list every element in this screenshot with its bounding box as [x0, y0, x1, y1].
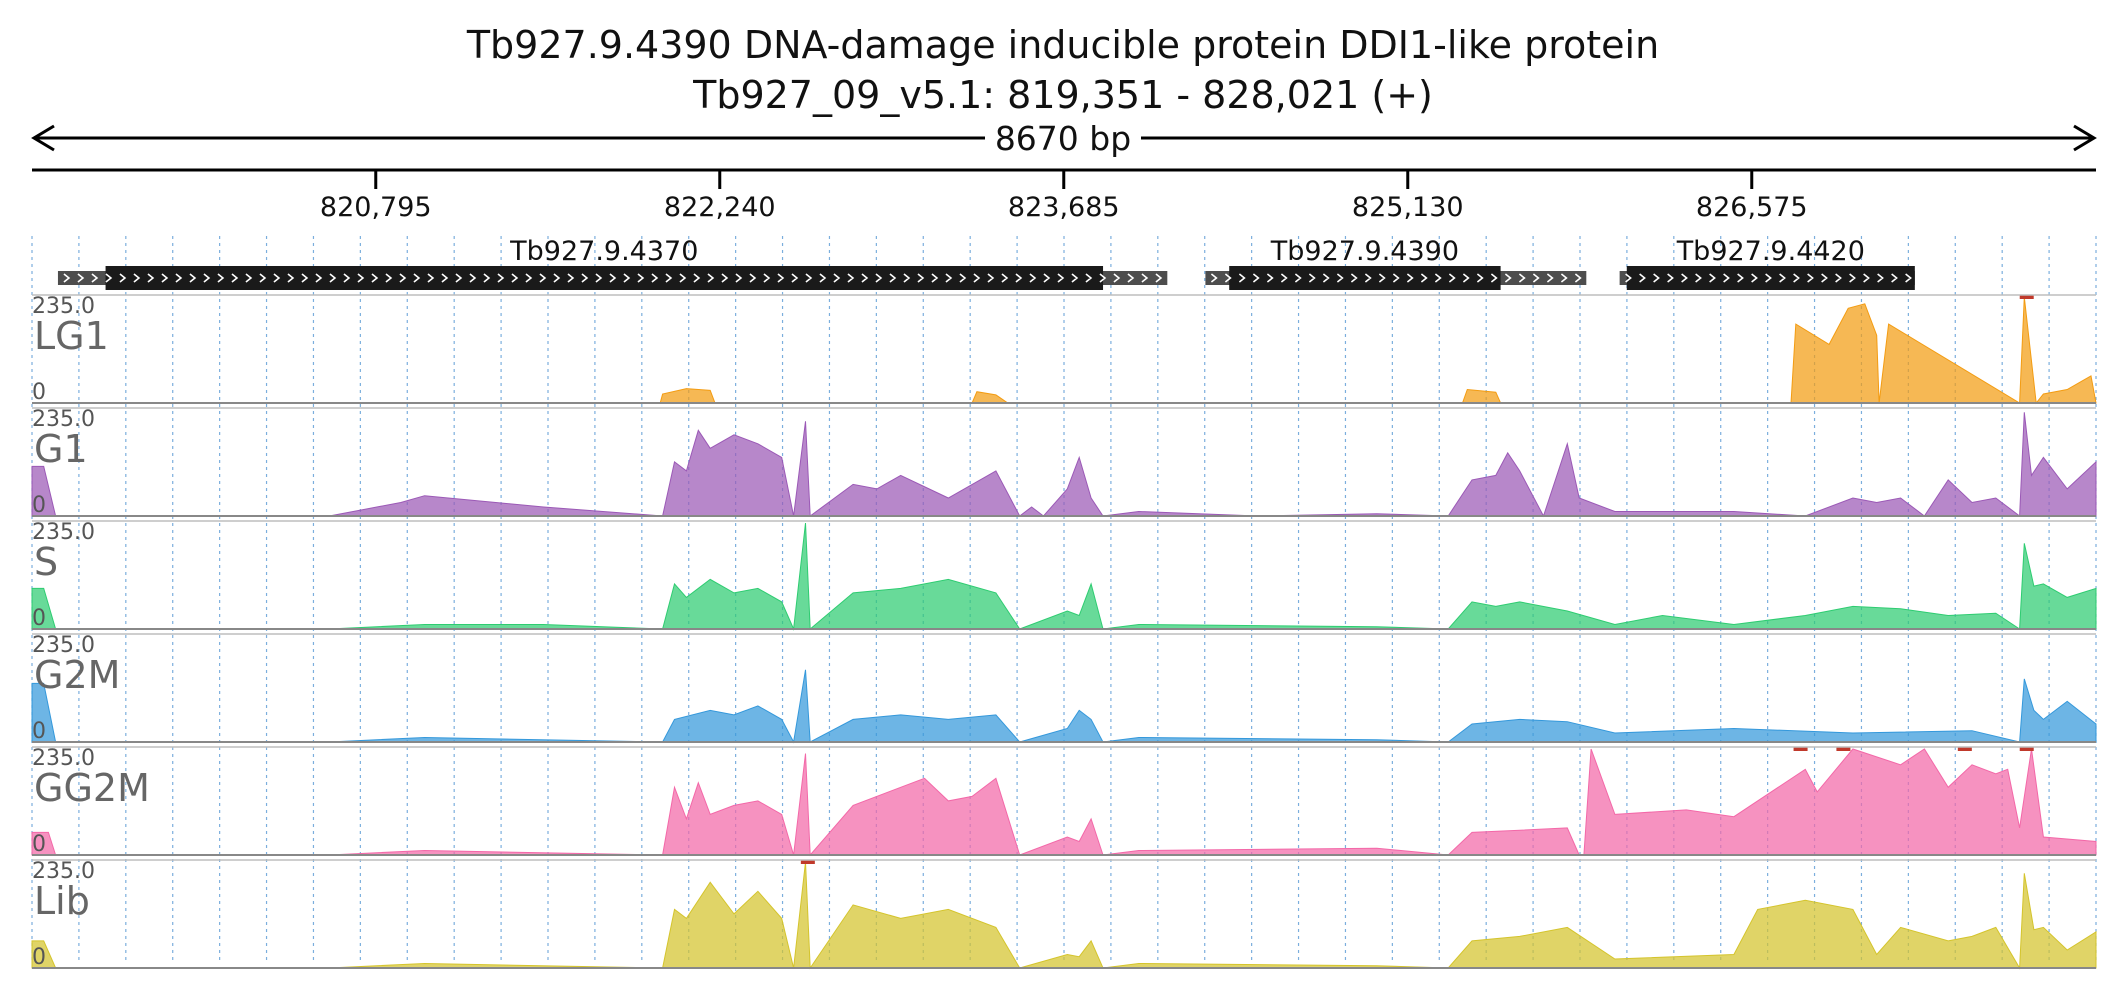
- coverage-area: [31, 748, 2097, 857]
- ruler-tick-label: 820,795: [320, 192, 432, 223]
- track-g1: 235.0G1 0: [31, 407, 2097, 518]
- span-arrow-right: [2073, 124, 2097, 152]
- clip-marker: [2019, 747, 2034, 751]
- track-name-label: G1: [34, 427, 88, 471]
- y-min-label: 0: [32, 719, 46, 744]
- track-name-label: GG2M: [34, 766, 150, 810]
- ruler-tick-label: 823,685: [1008, 192, 1120, 223]
- span-label: 8670 bp: [995, 119, 1131, 158]
- gene-label: Tb927.9.4390: [1270, 236, 1459, 267]
- chart-title: Tb927.9.4390 DNA-damage inducible protei…: [466, 23, 1659, 67]
- span-label-bg: [985, 120, 1141, 156]
- coverage-area: [31, 522, 2097, 631]
- coverage-area: [31, 412, 2097, 518]
- track-name-label: G2M: [34, 653, 120, 697]
- track-name-label: S: [34, 540, 58, 584]
- gene-cds: [1229, 266, 1501, 290]
- gene-feature[interactable]: Tb927.9.4420: [1619, 236, 1915, 290]
- y-max-label: 235.0: [32, 633, 95, 658]
- coverage-area: [31, 669, 2097, 744]
- gene-track[interactable]: Tb927.9.4370 Tb927.9.4390 Tb927.9.4420: [57, 236, 1915, 290]
- strand-arrow-icon: [1210, 273, 1582, 283]
- y-min-label: 0: [32, 380, 46, 405]
- ruler-tick-label: 822,240: [664, 192, 776, 223]
- track-name-label: LG1: [34, 314, 109, 358]
- y-min-label: 0: [32, 945, 46, 970]
- y-min-label: 0: [32, 493, 46, 518]
- track-s: 235.0S 0: [31, 520, 2097, 631]
- clip-marker: [1793, 747, 1808, 751]
- gene-label: Tb927.9.4370: [509, 236, 698, 267]
- track-name-label: Lib: [34, 879, 90, 923]
- clip-marker: [1836, 747, 1851, 751]
- y-max-label: 235.0: [32, 520, 95, 545]
- strand-arrow-icon: [1625, 273, 1912, 283]
- y-min-label: 0: [32, 832, 46, 857]
- gene-label: Tb927.9.4420: [1676, 236, 1865, 267]
- gene-cds: [105, 266, 1104, 290]
- clip-marker: [800, 860, 815, 864]
- gene-feature[interactable]: Tb927.9.4390: [1205, 236, 1587, 290]
- gene-feature[interactable]: Tb927.9.4370: [57, 236, 1168, 290]
- strand-arrow-icon: [63, 273, 1163, 283]
- coordinate-ruler: 820,795 822,240 823,685 825,130 826,575: [32, 168, 2096, 223]
- coverage-area: [32, 296, 2097, 405]
- span-arrow-left: [31, 124, 55, 152]
- y-min-label: 0: [32, 606, 46, 631]
- ruler-tick-label: 826,575: [1696, 192, 1808, 223]
- y-max-label: 235.0: [32, 746, 95, 771]
- span-indicator: 8670 bp: [31, 119, 2097, 158]
- y-max-label: 235.0: [32, 294, 95, 319]
- clip-marker: [2019, 295, 2034, 299]
- chart-subtitle: Tb927_09_v5.1: 819,351 - 828,021 (+): [692, 73, 1433, 117]
- coverage-tracks: 235.0LG10235.0G10235.0S0235.0G2M0235.0GG…: [31, 294, 2097, 970]
- y-max-label: 235.0: [32, 407, 95, 432]
- y-max-label: 235.0: [32, 859, 95, 884]
- clip-marker: [1957, 747, 1972, 751]
- ruler-tick-label: 825,130: [1352, 192, 1464, 223]
